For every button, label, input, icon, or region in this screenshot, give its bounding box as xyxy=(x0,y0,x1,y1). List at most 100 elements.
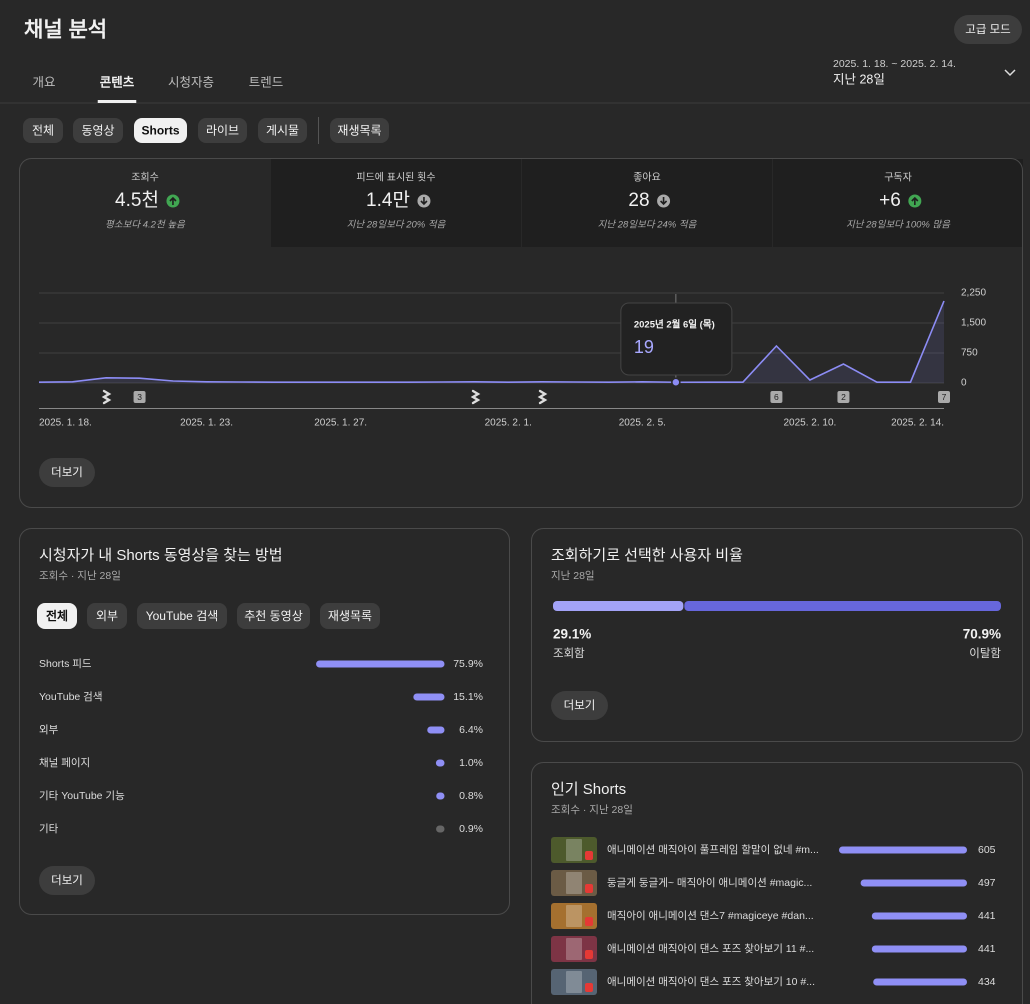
value-label: 75.9% xyxy=(453,658,483,670)
period: 지난 28일 xyxy=(833,72,885,86)
x-tick-label: 2025. 2. 1. xyxy=(485,418,532,429)
stacked-bar-segment xyxy=(553,601,684,611)
shorts-icon xyxy=(537,389,548,405)
filter-chip[interactable] xyxy=(23,118,63,143)
shorts-badge xyxy=(585,917,593,926)
popular-card xyxy=(531,762,1023,1004)
source-name: 기타 YouTube 기능 xyxy=(39,790,125,802)
shorts-badge xyxy=(585,983,593,992)
x-tick-label: 2025. 1. 18. xyxy=(39,418,92,429)
source-name: 채널 페이지 xyxy=(39,757,90,769)
x-tick-label: 2025. 2. 10. xyxy=(784,418,837,429)
y-tick-label: 750 xyxy=(961,348,978,359)
marker-badge xyxy=(837,391,850,403)
filter-chip-label: 게시물 xyxy=(266,124,299,138)
card-title: 조회하기로 선택한 사용자 비율 xyxy=(551,547,743,564)
short-title[interactable]: 매직아이 애니메이션 댄스7 #magiceye #dan... xyxy=(607,910,814,922)
tab[interactable]: 개요 xyxy=(32,75,55,89)
marker-label: 6 xyxy=(774,392,779,402)
filter-chip[interactable] xyxy=(330,118,389,143)
short-title[interactable]: 애니메이션 매직아이 풀프레임 할말이 없네 #m... xyxy=(607,843,819,856)
metric-note: 지난 28일보다 100% 많음 xyxy=(846,220,951,231)
shorts-badge xyxy=(585,851,593,860)
marker-label: 7 xyxy=(942,392,947,402)
metric-tile[interactable] xyxy=(522,159,772,247)
tooltip-value: 19 xyxy=(634,337,654,357)
shorts-icon xyxy=(101,389,112,405)
metric-value: 1.4만 xyxy=(366,189,410,211)
date-range: 2025. 1. 18. ~ 2025. 2. 14. xyxy=(833,58,956,70)
y-tick-label: 0 xyxy=(961,378,967,389)
shorts-badge xyxy=(585,884,593,893)
more-button[interactable] xyxy=(39,458,95,487)
source-name: 기타 xyxy=(39,823,59,835)
marker-badge xyxy=(770,391,783,403)
value-label: 434 xyxy=(978,976,996,988)
card-subtitle: 조회수 · 지난 28일 xyxy=(551,803,633,816)
marker-badge xyxy=(133,391,146,403)
more-button-label: 더보기 xyxy=(564,699,596,712)
tab[interactable]: 시청자층 xyxy=(168,75,214,89)
card-title: 시청자가 내 Shorts 동영상을 찾는 방법 xyxy=(39,547,283,564)
source-chip[interactable] xyxy=(37,603,77,629)
source-chip[interactable] xyxy=(87,603,127,629)
shorts-badge xyxy=(585,950,593,959)
metric-value: +6 xyxy=(879,190,901,211)
trend-arrow xyxy=(420,197,428,206)
metric-tile[interactable] xyxy=(271,159,521,247)
short-title[interactable]: 둥글게 둥글게~ 매직아이 애니메이션 #magic... xyxy=(607,877,812,889)
value-label: 441 xyxy=(978,943,996,955)
filter-chip-label: 재생목록 xyxy=(337,124,381,138)
y-tick-label: 2,250 xyxy=(961,288,986,299)
filter-chip-label: 전체 xyxy=(32,124,54,138)
value-label: 605 xyxy=(978,844,996,856)
short-title[interactable]: 애니메이션 매직아이 댄스 포즈 찾아보기 10 #... xyxy=(607,976,815,988)
tooltip xyxy=(620,302,733,376)
filter-chip[interactable] xyxy=(134,118,187,143)
metric-note: 지난 28일보다 20% 적음 xyxy=(347,220,447,231)
x-tick-label: 2025. 2. 14. xyxy=(891,418,944,429)
value-label: 29.1% xyxy=(553,627,591,642)
value-label: 70.9% xyxy=(963,627,1001,642)
filter-chip[interactable] xyxy=(258,118,307,143)
metric-tile[interactable] xyxy=(20,159,270,247)
card-subtitle: 조회수 · 지난 28일 xyxy=(39,569,121,582)
hover-point xyxy=(671,377,681,387)
source-chip[interactable] xyxy=(320,603,380,629)
metric-label: 피드에 표시된 횟수 xyxy=(356,172,435,184)
trend-arrow xyxy=(169,196,177,205)
trend-arrow xyxy=(911,196,919,205)
thumbnail-pattern xyxy=(566,938,582,960)
source-chip[interactable] xyxy=(237,603,310,629)
tab[interactable]: 트렌드 xyxy=(249,75,284,89)
marker-label: 2 xyxy=(841,392,846,402)
source-name: YouTube 검색 xyxy=(39,691,103,703)
metric-label: 좋아요 xyxy=(633,172,661,184)
thumbnail-pattern xyxy=(566,872,582,894)
source-name: 외부 xyxy=(39,724,59,736)
stacked-bar-segment xyxy=(684,601,1001,611)
metric-value: 28 xyxy=(628,190,649,211)
value-label: 6.4% xyxy=(459,724,483,736)
short-title[interactable]: 애니메이션 매직아이 댄스 포즈 찾아보기 11 #... xyxy=(607,943,814,955)
metric-label: 조회수 xyxy=(131,172,159,184)
card-subtitle: 지난 28일 xyxy=(551,569,595,582)
more-button[interactable] xyxy=(551,691,608,720)
metric-tile[interactable] xyxy=(773,159,1023,247)
advanced-mode-button[interactable] xyxy=(954,15,1022,44)
marker-label: 3 xyxy=(137,392,142,402)
tab[interactable]: 콘텐츠 xyxy=(100,74,135,89)
metric-note: 평소보다 4.2천 높음 xyxy=(105,220,186,231)
filter-chip[interactable] xyxy=(73,118,123,143)
filter-chip[interactable] xyxy=(198,118,247,143)
x-tick-label: 2025. 1. 23. xyxy=(180,418,233,429)
thumbnail-pattern xyxy=(566,971,582,993)
source-chip[interactable] xyxy=(137,603,227,629)
value-label: 0.9% xyxy=(459,823,483,835)
source-chip-label: 전체 xyxy=(46,608,68,623)
more-button[interactable] xyxy=(39,866,95,895)
marker-badge xyxy=(938,391,950,403)
source-chip-label: YouTube 검색 xyxy=(146,609,219,623)
category-label: 이탈함 xyxy=(969,646,1001,660)
